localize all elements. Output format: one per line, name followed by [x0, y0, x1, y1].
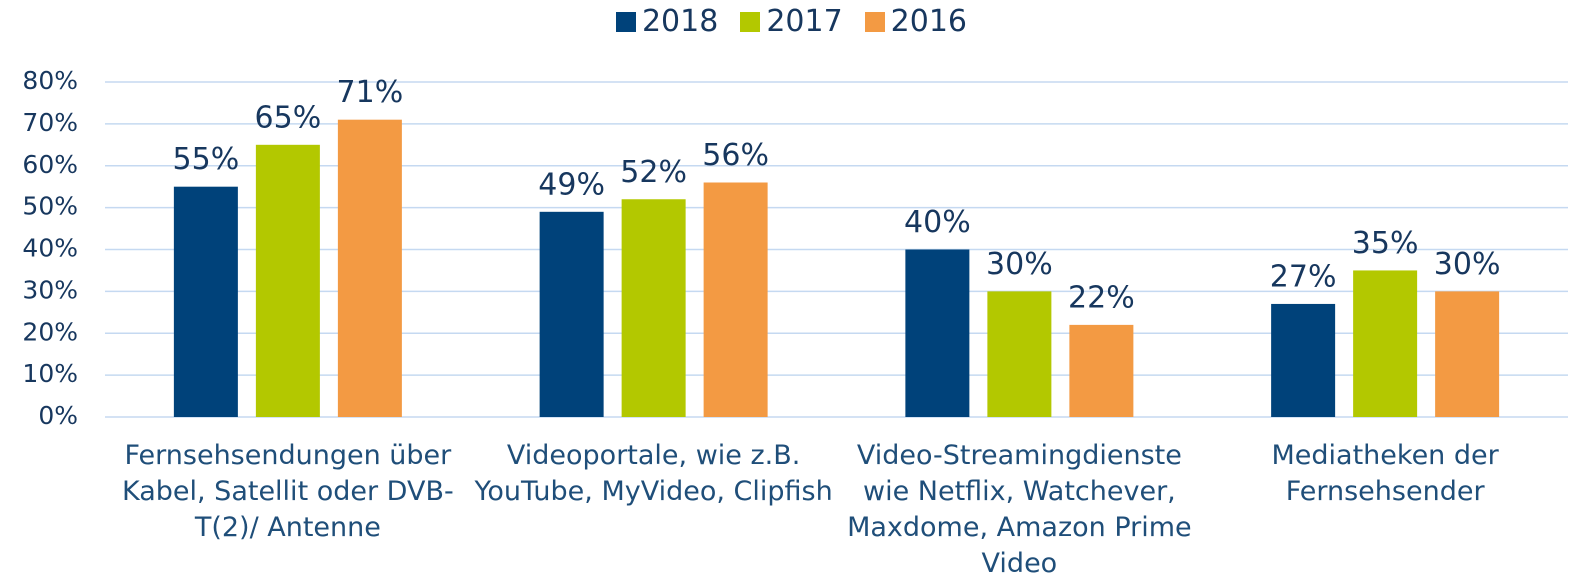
legend-label: 2016 — [890, 4, 968, 39]
data-label: 65% — [255, 100, 322, 135]
legend-item: 2016 — [864, 4, 968, 39]
x-tick-label: Fernsehsendungen über Kabel, Satellit od… — [121, 440, 454, 543]
bar — [1069, 324, 1134, 417]
bar — [173, 186, 238, 417]
data-label: 56% — [702, 138, 769, 173]
x-tick-label: Videoportale, wie z.B. YouTube, MyVideo,… — [474, 440, 833, 507]
legend-label: 2018 — [641, 4, 719, 39]
x-tick-label: Mediatheken der Fernsehsender — [1271, 440, 1499, 507]
data-label: 30% — [986, 247, 1053, 282]
bar — [1271, 303, 1336, 417]
bar — [539, 211, 604, 417]
bar — [1353, 270, 1418, 417]
y-tick-label: 20% — [22, 317, 78, 346]
legend-swatch — [740, 11, 761, 32]
legend-item: 2017 — [740, 4, 843, 39]
data-label: 27% — [1270, 259, 1337, 294]
bar — [337, 119, 402, 417]
data-label: 52% — [620, 155, 687, 190]
bar — [987, 291, 1052, 417]
bar — [905, 249, 970, 417]
bar — [1435, 291, 1500, 417]
legend-item: 2018 — [615, 4, 719, 39]
data-label: 35% — [1352, 226, 1419, 261]
y-tick-label: 10% — [22, 359, 78, 388]
legend-swatch — [615, 11, 636, 32]
x-tick-label: Video-Streamingdienste wie Netflix, Watc… — [847, 440, 1192, 579]
legend-swatch — [864, 11, 885, 32]
y-tick-label: 30% — [22, 275, 78, 304]
legend-label: 2017 — [766, 4, 843, 39]
data-label: 49% — [538, 167, 605, 202]
data-label: 30% — [1434, 247, 1501, 282]
data-label: 71% — [337, 75, 404, 110]
y-tick-label: 50% — [22, 192, 78, 221]
legend: 2018 2017 2016 — [0, 4, 1583, 39]
bar — [255, 144, 320, 417]
data-label: 40% — [904, 205, 971, 240]
y-tick-label: 60% — [22, 150, 78, 179]
y-tick-label: 80% — [22, 66, 78, 95]
bar — [703, 182, 768, 417]
data-label: 22% — [1068, 280, 1135, 315]
y-tick-label: 0% — [38, 401, 78, 430]
y-tick-label: 40% — [22, 234, 78, 263]
bar — [621, 199, 686, 417]
data-label: 55% — [173, 142, 240, 177]
y-tick-label: 70% — [22, 108, 78, 137]
